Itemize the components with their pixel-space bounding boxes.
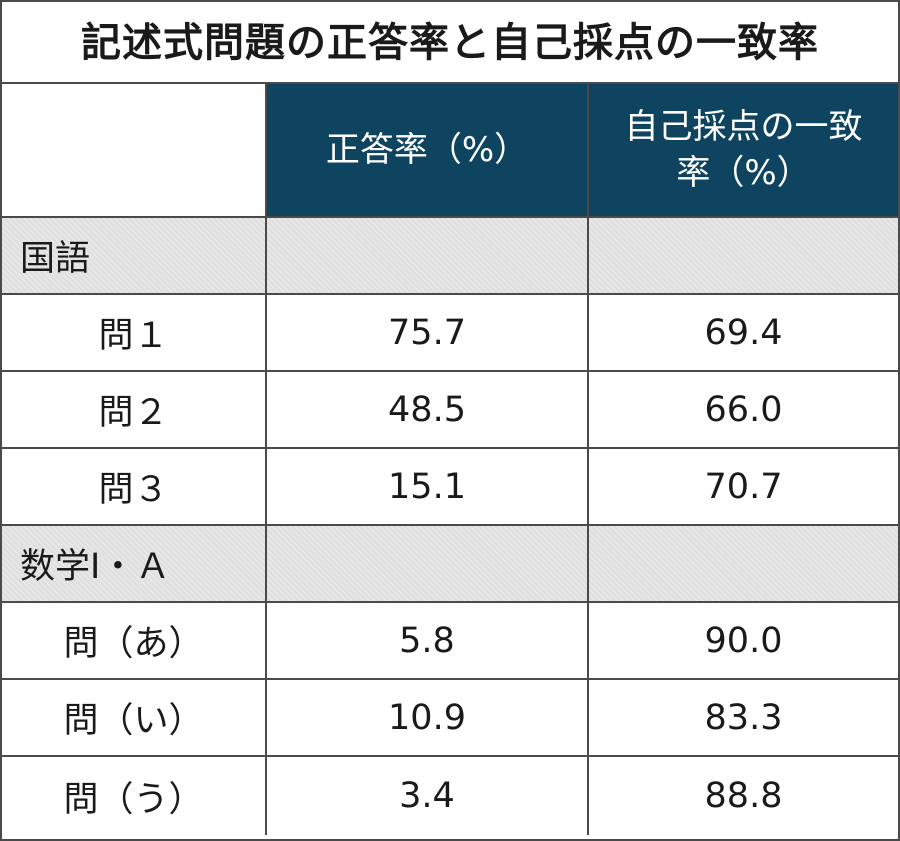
row-label: 問（あ） <box>2 601 267 680</box>
section-empty-cell <box>265 524 589 603</box>
row-label: 問（い） <box>2 678 267 757</box>
column-header-correct-rate: 正答率（%） <box>265 84 589 218</box>
match-rate-value: 83.3 <box>587 678 898 757</box>
correct-rate-value: 48.5 <box>265 370 589 449</box>
correct-rate-value: 3.4 <box>265 755 589 835</box>
section-label: 国語 <box>2 216 267 295</box>
section-label: 数学Ⅰ・Ａ <box>2 524 267 603</box>
row-label: 問（う） <box>2 755 267 835</box>
match-rate-value: 66.0 <box>587 370 898 449</box>
row-label: 問２ <box>2 370 267 449</box>
correct-rate-value: 10.9 <box>265 678 589 757</box>
table-row: 問（あ） 5.8 90.0 <box>2 601 898 680</box>
row-label: 問３ <box>2 447 267 526</box>
header-row: 正答率（%） 自己採点の一致率（%） <box>2 84 898 218</box>
correct-rate-value: 5.8 <box>265 601 589 680</box>
match-rate-value: 90.0 <box>587 601 898 680</box>
row-label: 問１ <box>2 293 267 372</box>
table-row: 問１ 75.7 69.4 <box>2 293 898 372</box>
table-title: 記述式問題の正答率と自己採点の一致率 <box>2 2 898 84</box>
section-row-japanese: 国語 <box>2 216 898 295</box>
table-row: 問（い） 10.9 83.3 <box>2 678 898 757</box>
table-row: 問３ 15.1 70.7 <box>2 447 898 526</box>
column-header-label: 正答率（%） <box>325 130 529 170</box>
section-row-math: 数学Ⅰ・Ａ <box>2 524 898 603</box>
match-rate-value: 88.8 <box>587 755 898 835</box>
data-table: 正答率（%） 自己採点の一致率（%） 国語 問１ 75.7 69.4 問２ 48… <box>2 84 898 835</box>
correct-rate-value: 75.7 <box>265 293 589 372</box>
table-row: 問２ 48.5 66.0 <box>2 370 898 449</box>
section-empty-cell <box>265 216 589 295</box>
column-header-label: 自己採点の一致率（%） <box>624 107 863 193</box>
table-row: 問（う） 3.4 88.8 <box>2 755 898 835</box>
column-header-match-rate: 自己採点の一致率（%） <box>587 84 898 218</box>
section-empty-cell <box>587 216 898 295</box>
match-rate-value: 69.4 <box>587 293 898 372</box>
corner-cell <box>2 84 267 218</box>
correct-rate-value: 15.1 <box>265 447 589 526</box>
section-empty-cell <box>587 524 898 603</box>
match-rate-value: 70.7 <box>587 447 898 526</box>
